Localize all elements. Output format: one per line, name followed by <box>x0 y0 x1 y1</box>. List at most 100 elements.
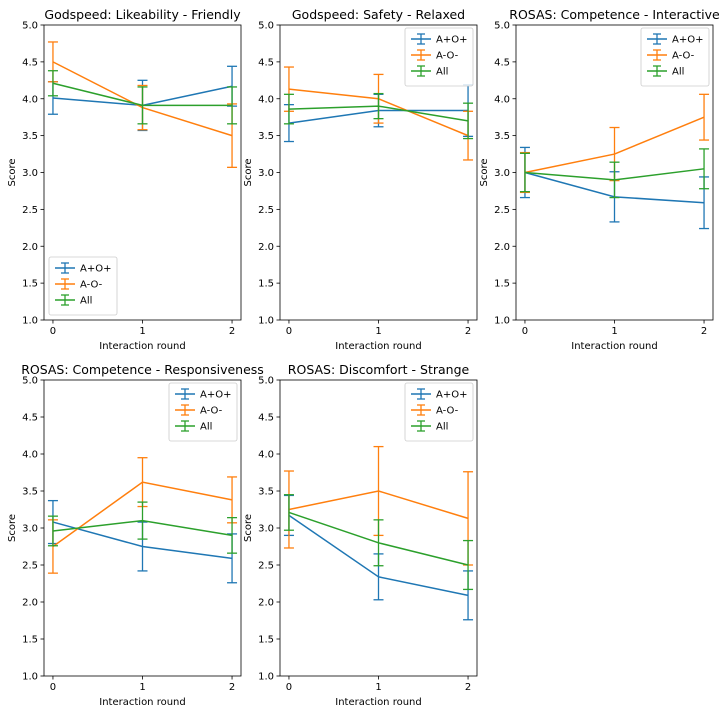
y-tick-label: 2.0 <box>258 242 274 253</box>
y-tick-label: 4.5 <box>258 413 274 424</box>
legend-label: A-O- <box>80 280 103 291</box>
x-tick-label: 1 <box>139 682 145 693</box>
x-tick-label: 2 <box>229 326 235 337</box>
x-axis-label: Interaction round <box>335 697 421 708</box>
legend: A+O+ A-O- All <box>404 27 474 87</box>
legend-label: All <box>436 422 448 433</box>
legend: A+O+ A-O- All <box>48 256 118 316</box>
x-axis-label: Interaction round <box>335 341 421 352</box>
legend-label: All <box>436 67 448 78</box>
y-tick-label: 4.5 <box>258 57 274 68</box>
y-tick-label: 2.5 <box>258 205 274 216</box>
y-tick-label: 4.0 <box>22 94 38 105</box>
legend-label: A-O- <box>200 406 223 417</box>
legend-label: A+O+ <box>672 35 703 46</box>
y-tick-label: 2.5 <box>494 205 510 216</box>
y-tick-label: 1.0 <box>494 316 510 327</box>
y-tick-label: 4.5 <box>494 57 510 68</box>
legend: A+O+ A-O- All <box>640 27 710 87</box>
y-tick-label: 1.5 <box>258 635 274 646</box>
y-tick-label: 5.0 <box>258 21 274 32</box>
y-tick-label: 4.5 <box>22 57 38 68</box>
x-tick-label: 1 <box>139 326 145 337</box>
y-tick-label: 1.5 <box>258 279 274 290</box>
y-tick-label: 1.0 <box>258 316 274 327</box>
y-tick-label: 2.0 <box>258 598 274 609</box>
y-tick-label: 5.0 <box>258 376 274 387</box>
x-tick-label: 1 <box>611 326 617 337</box>
x-tick-label: 2 <box>465 682 471 693</box>
chart-title: ROSAS: Competence - Responsiveness <box>21 362 264 377</box>
chart-panel-1: Godspeed: Safety - Relaxed 1.0 1.5 2.0 2.5 3.… <box>243 7 478 352</box>
chart-panel-3: ROSAS: Competence - Responsiveness 1.0 1.5… <box>7 362 264 708</box>
y-tick-label: 1.0 <box>258 672 274 683</box>
y-axis-label: Score <box>7 514 18 542</box>
y-tick-label: 3.0 <box>494 168 510 179</box>
legend-label: A+O+ <box>200 390 231 401</box>
chart-title: Godspeed: Safety - Relaxed <box>292 7 465 22</box>
y-tick-label: 5.0 <box>494 21 510 32</box>
y-tick-label: 2.0 <box>22 242 38 253</box>
y-tick-label: 1.0 <box>22 316 38 327</box>
y-axis-label: Score <box>479 158 490 186</box>
legend-label: All <box>672 67 684 78</box>
y-tick-label: 4.0 <box>22 450 38 461</box>
chart-title: ROSAS: Competence - Interactive <box>509 7 720 22</box>
y-tick-label: 2.0 <box>22 598 38 609</box>
y-tick-label: 3.5 <box>22 131 38 142</box>
y-axis-label: Score <box>7 158 18 186</box>
x-axis-label: Interaction round <box>99 341 185 352</box>
x-tick-label: 1 <box>375 682 381 693</box>
y-tick-label: 3.0 <box>22 168 38 179</box>
y-tick-label: 2.5 <box>22 561 38 572</box>
x-axis-label: Interaction round <box>99 697 185 708</box>
legend: A+O+ A-O- All <box>404 382 474 442</box>
y-tick-label: 3.0 <box>258 168 274 179</box>
y-tick-label: 1.5 <box>22 279 38 290</box>
y-tick-label: 2.0 <box>494 242 510 253</box>
legend: A+O+ A-O- All <box>168 382 238 442</box>
x-tick-label: 0 <box>50 682 56 693</box>
x-tick-label: 0 <box>50 326 56 337</box>
y-tick-label: 1.0 <box>22 672 38 683</box>
y-tick-label: 4.5 <box>22 413 38 424</box>
y-tick-label: 2.5 <box>22 205 38 216</box>
y-tick-label: 2.5 <box>258 561 274 572</box>
y-axis-label: Score <box>243 158 254 186</box>
y-tick-label: 4.0 <box>258 450 274 461</box>
y-tick-label: 3.5 <box>494 131 510 142</box>
chart-panel-4: ROSAS: Discomfort - Strange 1.0 1.5 2.0 2.5 3… <box>243 362 478 708</box>
chart-title: ROSAS: Discomfort - Strange <box>288 362 470 377</box>
series-All <box>283 494 474 591</box>
y-tick-label: 1.5 <box>22 635 38 646</box>
x-tick-label: 1 <box>375 326 381 337</box>
y-tick-label: 3.0 <box>258 524 274 535</box>
legend-label: A+O+ <box>436 35 467 46</box>
series-All <box>47 70 238 125</box>
series-All <box>47 501 238 554</box>
x-tick-label: 0 <box>286 326 292 337</box>
x-axis-label: Interaction round <box>571 341 657 352</box>
y-tick-label: 4.0 <box>494 94 510 105</box>
y-tick-label: 3.5 <box>22 487 38 498</box>
x-tick-label: 2 <box>465 326 471 337</box>
x-tick-label: 2 <box>229 682 235 693</box>
x-tick-label: 0 <box>286 682 292 693</box>
y-tick-label: 5.0 <box>22 376 38 387</box>
chart-panel-2: ROSAS: Competence - Interactive 1.0 1.5 2.0… <box>479 7 720 352</box>
chart-panel-0: Godspeed: Likeability - Friendly 1.0 1.5 2.… <box>7 7 242 352</box>
legend-label: A-O- <box>436 51 459 62</box>
x-tick-label: 2 <box>701 326 707 337</box>
y-tick-label: 5.0 <box>22 21 38 32</box>
y-tick-label: 3.5 <box>258 487 274 498</box>
legend-label: A-O- <box>672 51 695 62</box>
chart-title: Godspeed: Likeability - Friendly <box>44 7 241 22</box>
series-All <box>519 148 710 199</box>
legend-label: A+O+ <box>436 390 467 401</box>
legend-label: A-O- <box>436 406 459 417</box>
legend-label: A+O+ <box>80 264 111 275</box>
series-All <box>283 92 474 140</box>
series-A-O- <box>47 457 238 574</box>
y-tick-label: 3.5 <box>258 131 274 142</box>
